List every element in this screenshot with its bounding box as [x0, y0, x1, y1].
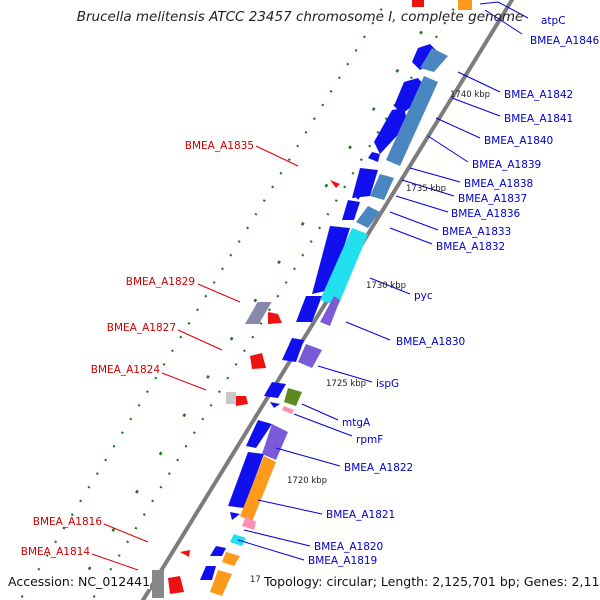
gc-content-track	[19, 0, 461, 600]
steel-gene	[356, 206, 380, 228]
gene-label: pyc	[414, 290, 433, 302]
steel-gene	[386, 76, 438, 166]
steel-gene	[370, 174, 394, 200]
gene-block	[152, 570, 164, 598]
reverse-gene-markers	[152, 0, 424, 598]
gene-label: BMEA_A1830	[396, 336, 465, 348]
forward-gene-labels: atpC BMEA_A1846 BMEA_A1842 BMEA_A1841 BM…	[308, 15, 600, 567]
gene-arrow	[250, 353, 266, 369]
orange-gene	[210, 570, 232, 596]
orange-gene	[240, 456, 276, 522]
purple-gene	[320, 296, 340, 326]
gene-arrow	[180, 550, 190, 557]
kbp-tick-label: 1740 kbp	[450, 90, 490, 100]
gene-label: BMEA_A1822	[344, 462, 413, 474]
kbp-tick-label: 17	[250, 575, 261, 585]
gene-block	[244, 302, 272, 324]
accession-text: Accession: NC_012441	[8, 574, 151, 589]
gene-label: BMEA_A1841	[504, 113, 573, 125]
pink-gene	[282, 406, 294, 414]
olive-gene	[284, 388, 302, 406]
gene-label: BMEA_A1846	[530, 35, 600, 47]
cyan-gene	[320, 228, 368, 306]
gene-label: BMEA_A1819	[308, 555, 377, 567]
pink-gene	[242, 516, 256, 530]
orange-gene	[222, 552, 240, 566]
gene-label: BMEA_A1820	[314, 541, 383, 553]
gene-label: BMEA_A1832	[436, 241, 505, 253]
steel-gene	[420, 48, 448, 72]
gene-label: mtgA	[342, 417, 371, 429]
purple-gene	[298, 344, 322, 368]
gene-label: BMEA_A1836	[451, 208, 521, 220]
gene-label: atpC	[541, 15, 566, 27]
gene-label: ispG	[376, 378, 399, 390]
kbp-tick-label: 1730 kbp	[366, 281, 406, 291]
gene-block	[226, 392, 236, 404]
gene-label: BMEA_A1842	[504, 89, 573, 101]
purple-gene	[262, 424, 288, 460]
gene-arrow	[168, 576, 184, 594]
gene-arrow	[268, 312, 282, 324]
gene-label: BMEA_A1821	[326, 509, 395, 521]
reverse-leader-lines	[91, 145, 299, 571]
gene-label: BMEA_A1837	[458, 193, 527, 205]
gene-label: BMEA_A1816	[33, 516, 103, 528]
gene-label: BMEA_A1840	[484, 135, 553, 147]
gene-label: BMEA_A1824	[91, 364, 161, 376]
gene-arrow	[234, 396, 248, 406]
genome-summary: Topology: circular; Length: 2,125,701 bp…	[264, 574, 600, 589]
gene-label: BMEA_A1827	[107, 322, 176, 334]
gc-content-track-inner	[68, 9, 437, 600]
reverse-gene-labels: BMEA_A1835 BMEA_A1829 BMEA_A1827 BMEA_A1…	[21, 140, 254, 558]
kbp-tick-label: 1735 kbp	[406, 184, 446, 194]
kbp-tick-label: 1720 kbp	[287, 476, 327, 486]
kbp-tick-labels: 1740 kbp 1735 kbp 1730 kbp 1725 kbp 1720…	[250, 90, 490, 585]
gene-blocks	[210, 0, 472, 596]
map-title: Brucella melitensis ATCC 23457 chromosom…	[76, 9, 524, 25]
gene-label: BMEA_A1839	[472, 159, 541, 171]
kbp-tick-label: 1725 kbp	[326, 379, 366, 389]
gene-label: BMEA_A1833	[442, 226, 511, 238]
gene-label: rpmF	[356, 434, 383, 446]
gene-label: BMEA_A1814	[21, 546, 91, 558]
gene-block	[412, 0, 424, 7]
orange-gene	[458, 0, 472, 10]
forward-leader-lines	[237, 1, 529, 561]
gene-arrow	[330, 180, 340, 188]
gene-label: BMEA_A1829	[126, 276, 195, 288]
gene-label: BMEA_A1835	[185, 140, 254, 152]
gene-label: BMEA_A1838	[464, 178, 533, 190]
